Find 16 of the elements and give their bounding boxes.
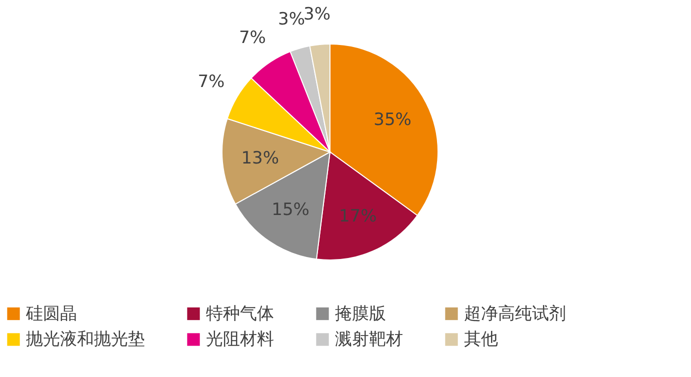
data-label: 35% bbox=[374, 110, 412, 130]
legend-label: 溅射靶材 bbox=[335, 330, 403, 350]
legend-label: 其他 bbox=[464, 330, 498, 350]
legend-label: 抛光液和抛光垫 bbox=[26, 330, 145, 350]
legend-label: 光阻材料 bbox=[206, 330, 274, 350]
data-label: 15% bbox=[272, 200, 310, 220]
data-label: 3% bbox=[304, 4, 331, 25]
data-label: 7% bbox=[198, 72, 225, 92]
legend-label: 硅圆晶 bbox=[25, 304, 77, 324]
legend-label: 掩膜版 bbox=[335, 304, 386, 324]
data-label: 3% bbox=[278, 9, 305, 30]
legend-label: 超净高纯试剂 bbox=[464, 304, 566, 324]
data-label: 17% bbox=[338, 206, 377, 226]
legend-label: 特种气体 bbox=[206, 304, 274, 324]
data-label: 13% bbox=[241, 148, 280, 169]
data-label: 7% bbox=[238, 28, 266, 48]
